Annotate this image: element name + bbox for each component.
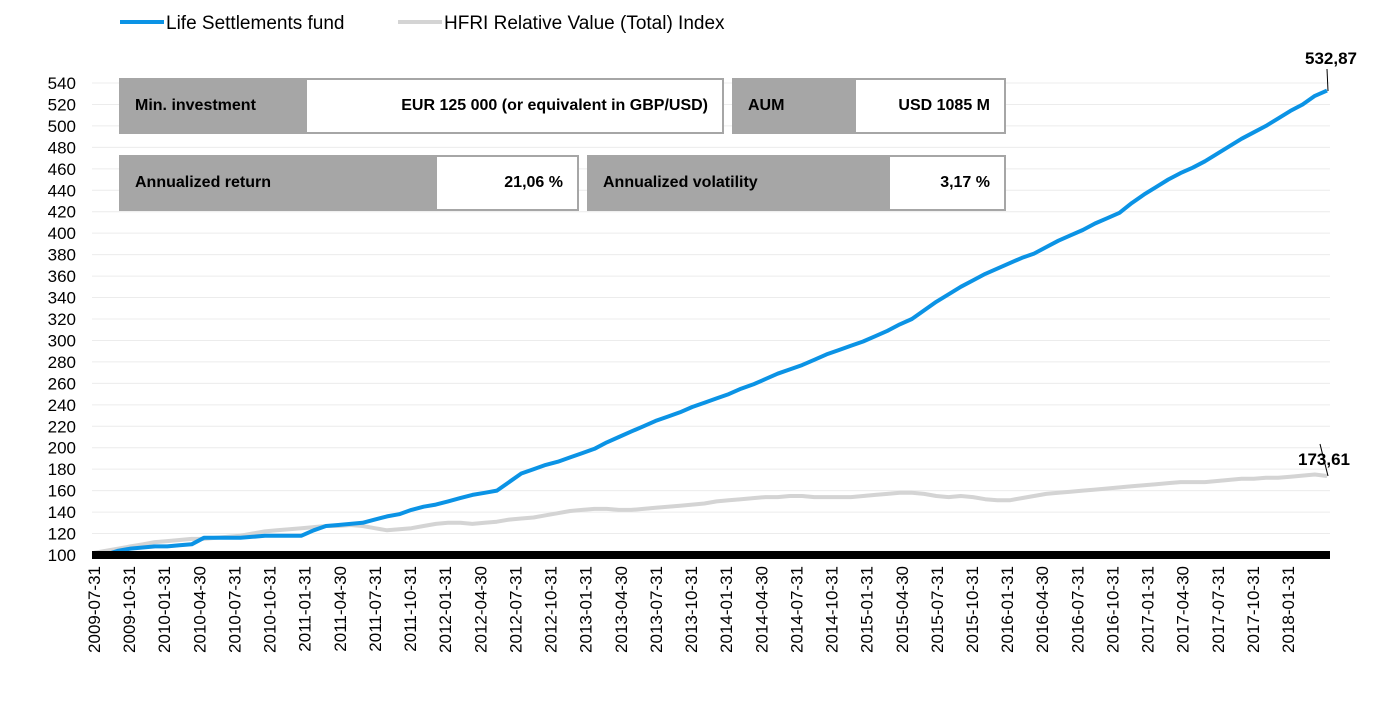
annualized-return-value: 21,06 % [437,157,577,209]
y-tick-label: 220 [48,417,76,436]
x-tick-label: 2010-10-31 [261,566,280,653]
aum-box: AUM USD 1085 M [732,78,1006,134]
y-tick-label: 300 [48,331,76,350]
y-tick-label: 280 [48,353,76,372]
aum-label: AUM [734,80,856,132]
y-tick-label: 100 [48,546,76,565]
x-tick-label: 2017-01-31 [1139,566,1158,653]
x-tick-label: 2013-04-30 [612,566,631,653]
end-labels: 532,87 173,61 [1298,49,1357,477]
y-tick-label: 140 [48,503,76,522]
y-axis-tick-labels: 100 120 140 160 180 200 220 240 260 280 300 320 340 3… [48,74,76,565]
legend-label-index: HFRI Relative Value (Total) Index [444,13,725,34]
x-tick-label: 2013-01-31 [577,566,596,653]
y-tick-label: 540 [48,74,76,93]
y-tick-label: 200 [48,439,76,458]
x-tick-label: 2011-04-30 [331,566,350,652]
y-tick-label: 500 [48,117,76,136]
min-investment-value: EUR 125 000 (or equivalent in GBP/USD) [307,80,722,132]
x-tick-label: 2009-07-31 [85,566,104,653]
x-tick-label: 2010-04-30 [190,566,209,653]
annualized-return-label: Annualized return [121,157,437,209]
y-tick-label: 480 [48,138,76,157]
x-tick-label: 2014-04-30 [752,566,771,653]
x-tick-label: 2015-04-30 [893,566,912,653]
index-end-label: 173,61 [1298,450,1350,469]
x-tick-label: 2012-04-30 [471,566,490,653]
x-tick-label: 2009-10-31 [120,566,139,653]
aum-value: USD 1085 M [856,80,1004,132]
min-investment-box: Min. investment EUR 125 000 (or equivale… [119,78,724,134]
annualized-volatility-label: Annualized volatility [589,157,890,209]
x-tick-label: 2011-01-31 [296,566,315,652]
legend-label-fund: Life Settlements fund [166,13,345,34]
fund-end-leader [1326,68,1329,92]
series-lines [93,88,1328,557]
min-investment-label: Min. investment [121,80,307,132]
gridlines [92,82,1330,535]
x-tick-label: 2014-10-31 [823,566,842,653]
fund-end-label: 532,87 [1305,49,1357,68]
x-tick-label: 2017-07-31 [1209,566,1228,653]
x-tick-label: 2011-07-31 [366,566,385,652]
y-tick-label: 180 [48,460,76,479]
x-tick-label: 2017-04-30 [1174,566,1193,653]
legend: Life Settlements fund HFRI Relative Valu… [120,13,725,34]
x-tick-label: 2018-01-31 [1279,566,1298,653]
x-axis-bar [92,551,1330,559]
y-tick-label: 420 [48,203,76,222]
y-tick-label: 340 [48,289,76,308]
x-tick-label: 2016-07-31 [1068,566,1087,653]
x-tick-label: 2012-07-31 [506,566,525,653]
x-tick-label: 2016-10-31 [1103,566,1122,653]
y-tick-label: 440 [48,181,76,200]
x-tick-label: 2016-04-30 [1033,566,1052,653]
x-tick-label: 2012-01-31 [436,566,455,653]
index-end-leader [1319,443,1329,477]
y-tick-label: 240 [48,396,76,415]
x-tick-label: 2015-07-31 [928,566,947,653]
x-tick-label: 2016-01-31 [998,566,1017,653]
y-tick-label: 160 [48,482,76,501]
x-tick-label: 2015-10-31 [963,566,982,653]
x-tick-label: 2015-01-31 [858,566,877,653]
x-tick-label: 2013-10-31 [682,566,701,653]
x-tick-label: 2014-07-31 [787,566,806,653]
x-tick-label: 2012-10-31 [542,566,561,653]
annualized-volatility-value: 3,17 % [890,157,1004,209]
annualized-return-box: Annualized return 21,06 % [119,155,579,211]
x-tick-label: 2010-01-31 [155,566,174,653]
y-tick-label: 320 [48,310,76,329]
x-tick-label: 2017-10-31 [1244,566,1263,653]
x-tick-label: 2014-01-31 [717,566,736,653]
y-tick-label: 520 [48,95,76,114]
series-line-fund [93,88,1328,557]
y-tick-label: 460 [48,160,76,179]
x-tick-label: 2010-07-31 [225,566,244,653]
x-axis-tick-labels: 2009-07-31 2009-10-31 2010-01-31 2010-04-30… [85,566,1298,653]
y-tick-label: 260 [48,374,76,393]
series-line-index [93,472,1328,555]
x-tick-label: 2011-10-31 [401,566,420,652]
x-tick-label: 2013-07-31 [647,566,666,653]
y-tick-label: 120 [48,525,76,544]
y-tick-label: 360 [48,267,76,286]
y-tick-label: 400 [48,224,76,243]
y-tick-label: 380 [48,246,76,265]
annualized-volatility-box: Annualized volatility 3,17 % [587,155,1006,211]
